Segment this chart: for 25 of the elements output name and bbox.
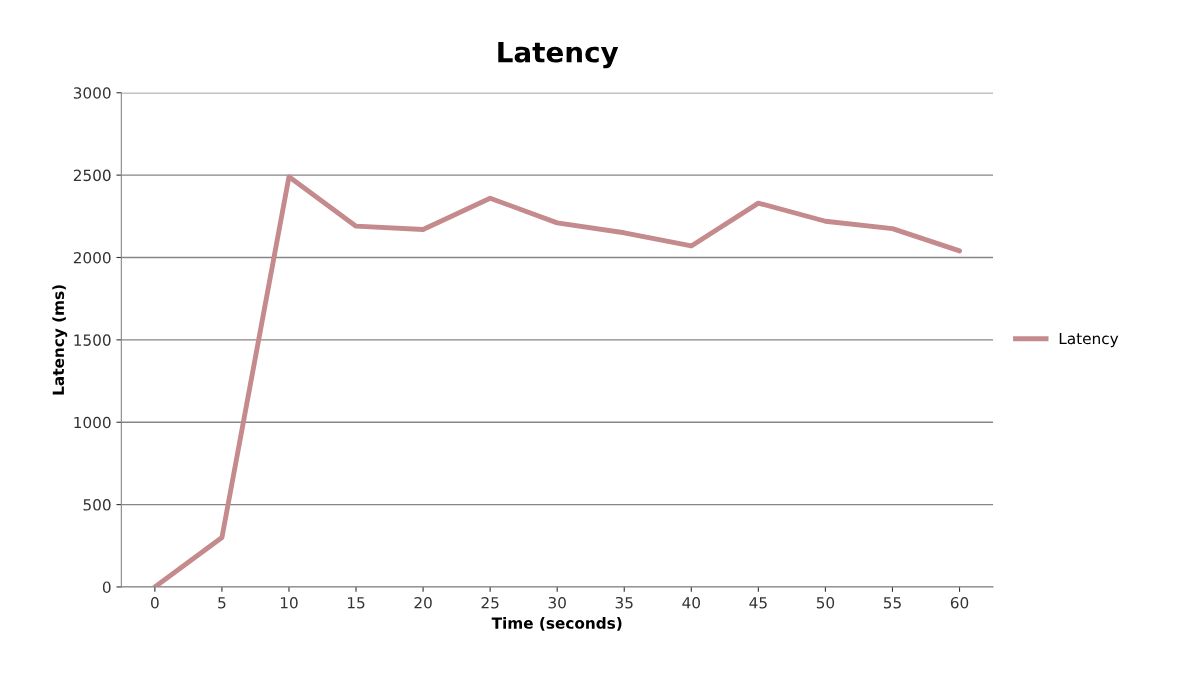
y-tick-label: 2500 [73,169,111,182]
legend-label: Latency [1059,332,1119,348]
x-tick-label: 25 [481,596,499,609]
x-tick-label: 45 [749,597,767,609]
y-tick-label: 500 [83,499,111,511]
x-tick-label: 60 [950,596,969,609]
x-tick-label: 20 [414,596,432,609]
y-tick-label: 3000 [73,87,111,99]
y-axis-title: Latency (ms) [52,285,68,395]
x-tick-label: 30 [548,596,566,609]
x-tick-label: 50 [816,596,835,609]
x-tick-label: 55 [883,597,901,609]
x-tick-label: 35 [615,596,633,609]
x-tick-label: 15 [347,597,365,609]
x-tick-label: 0 [151,596,159,609]
chart-title: Latency [498,41,619,69]
y-tick-label: 1500 [74,334,111,346]
line-series [152,174,962,587]
x-tick-label: 10 [280,596,298,609]
x-tick-label: 5 [218,597,226,609]
y-tick-label: 1000 [74,416,111,429]
x-tick-label: 40 [682,596,701,609]
y-tick-label: 0 [102,581,111,593]
x-axis-title: Time (seconds) [491,617,622,631]
y-tick-label: 2000 [73,251,111,264]
